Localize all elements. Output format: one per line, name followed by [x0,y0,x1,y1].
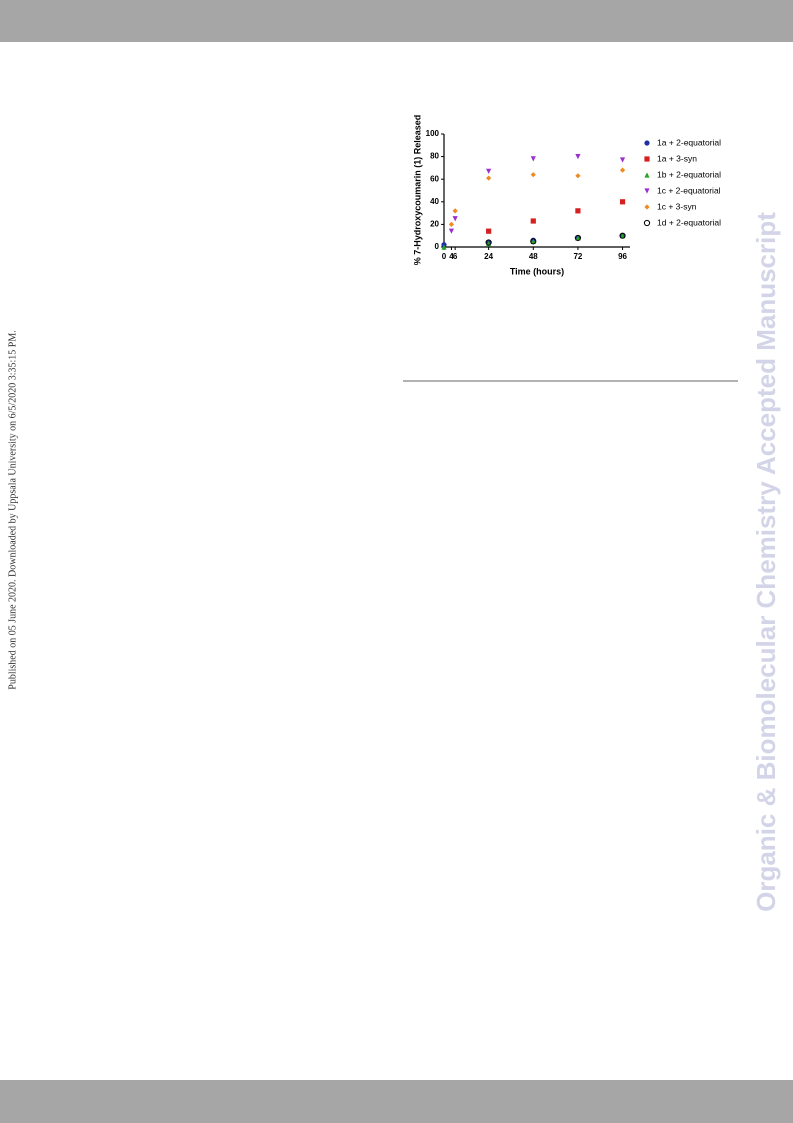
legend-marker [644,188,650,194]
x-tick-label: 24 [484,252,493,261]
point [619,167,626,173]
point [575,173,581,179]
y-tick-label: 40 [430,197,439,206]
point [486,168,492,174]
point [486,228,492,234]
y-tick-label: 20 [430,220,439,229]
legend-label: 1b + 2-equatorial [657,169,721,179]
y-tick-label: 100 [426,129,440,138]
point [575,208,581,214]
legend-label: 1c + 2-equatorial [657,185,721,195]
point [530,238,536,244]
legend-label: 1d + 2-equatorial [657,217,721,227]
point [575,154,581,160]
point [574,234,582,242]
point [448,221,455,227]
point [530,238,537,245]
point [530,156,536,162]
legend-label: 1a + 3-syn [657,153,697,163]
point [530,218,536,224]
y-axis-label: % 7-Hydroxycoumarin (1) Released [412,115,422,266]
point [486,175,492,181]
header-bar [0,0,793,42]
legend-marker [644,172,650,178]
point [452,208,458,214]
legend-label: 1c + 3-syn [657,201,697,211]
banner: Organic & Biomolecular Chemistry Accepte… [751,212,781,912]
x-tick-label: 4 [449,252,454,261]
point [619,157,626,163]
legend-marker [644,140,650,146]
x-tick-label: 48 [529,252,538,261]
legend-marker [644,156,650,162]
legend-marker [643,219,651,227]
point [619,233,626,239]
x-axis-label: Time (hours) [510,266,564,276]
point [452,216,458,222]
x-tick-label: 6 [453,252,458,261]
point [575,235,581,241]
y-tick-label: 60 [430,174,439,183]
x-tick-label: 96 [618,252,627,261]
point [530,172,536,178]
legend-marker [644,204,650,210]
point [619,199,626,205]
x-tick-label: 72 [573,252,582,261]
y-tick-label: 80 [430,152,439,161]
footer-bar [0,1080,793,1123]
x-tick-label: 0 [442,252,447,261]
point [441,244,447,250]
legend-label: 1a + 2-equatorial [657,137,721,147]
point [485,239,492,246]
y-tick-label: 0 [435,242,440,251]
side-note: Published on 05 June 2020. Downloaded by… [7,330,18,689]
point [448,228,455,234]
point [619,232,626,239]
